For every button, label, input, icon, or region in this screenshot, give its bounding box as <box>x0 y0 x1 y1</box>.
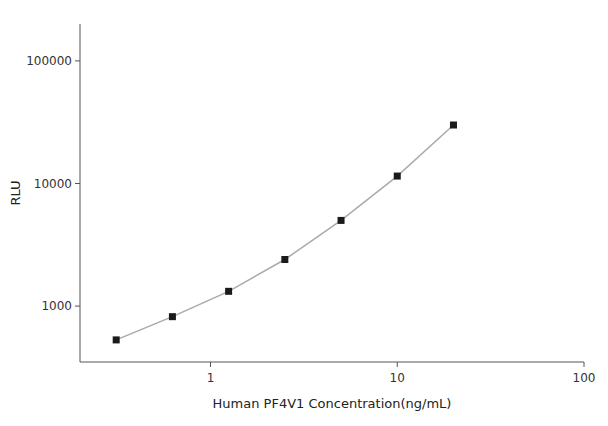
y-tick-label: 10000 <box>34 177 72 191</box>
y-tick-label: 1000 <box>41 299 72 313</box>
background <box>0 0 608 426</box>
data-point <box>113 336 120 343</box>
y-tick-label: 100000 <box>26 54 72 68</box>
x-axis-line <box>80 362 584 363</box>
x-tick-label: 1 <box>207 371 215 385</box>
chart: 1 10 100 1000 10000 100000 Human PF4V1 Concent… <box>0 0 608 426</box>
x-axis-label: Human PF4V1 Concentration(ng/mL) <box>213 396 452 411</box>
data-point <box>450 122 457 129</box>
x-tick <box>397 362 398 367</box>
x-tick-label: 10 <box>390 371 405 385</box>
x-tick <box>210 362 211 367</box>
y-tick <box>75 183 80 184</box>
y-axis-label: RLU <box>8 180 23 205</box>
x-tick-label: 100 <box>573 371 596 385</box>
data-point <box>394 173 401 180</box>
y-tick <box>75 306 80 307</box>
data-point <box>338 217 345 224</box>
axes: 1 10 100 1000 10000 100000 <box>26 24 595 385</box>
data-point <box>169 313 176 320</box>
y-axis-line <box>80 24 81 362</box>
x-tick <box>584 362 585 367</box>
plot-area <box>113 122 457 344</box>
y-tick <box>75 60 80 61</box>
data-point <box>281 256 288 263</box>
data-point <box>225 288 232 295</box>
data-line <box>116 125 453 340</box>
